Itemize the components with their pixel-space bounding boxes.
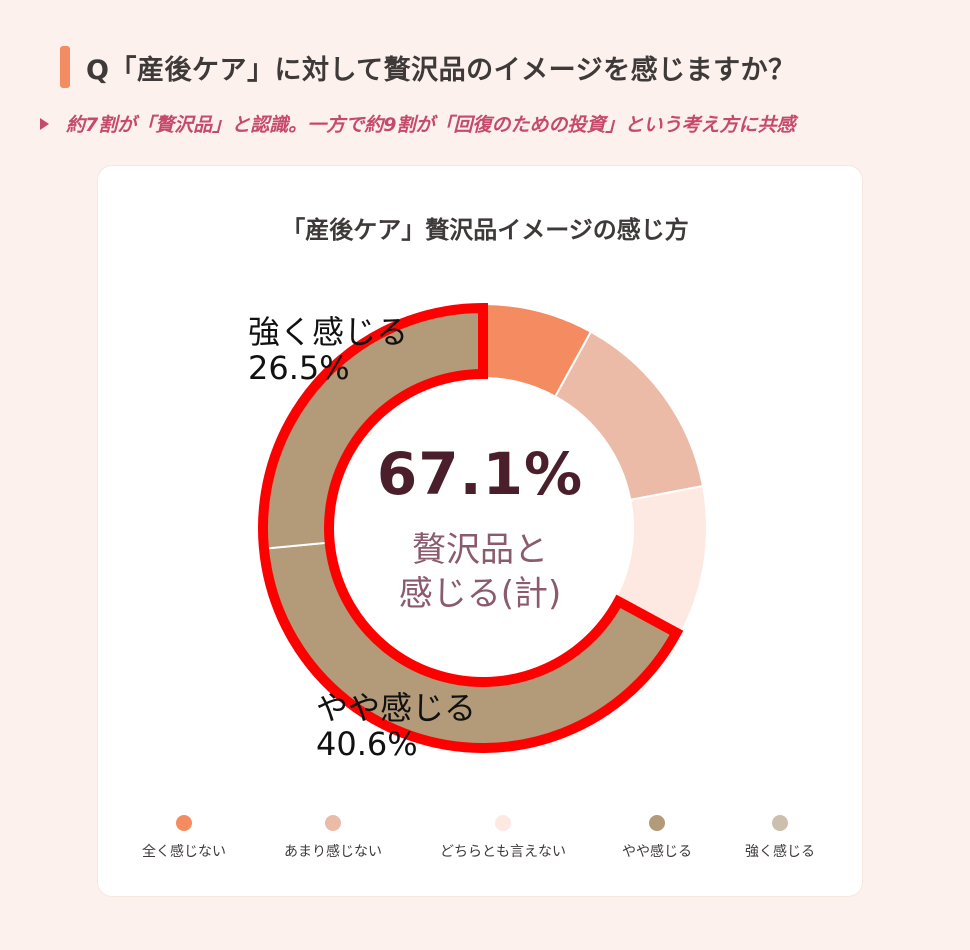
legend-item-somewhat: やや感じる — [587, 815, 727, 861]
legend-label: 全く感じない — [142, 844, 226, 860]
summary-subtitle: 約7割が「贅沢品」と認識。一方で約9割が「回復のための投資」という考え方に共感 — [66, 114, 796, 136]
center-label-line-2: 感じる(計) — [398, 574, 562, 614]
slice-label-strong-value: 26.5% — [248, 349, 350, 387]
slice-label-strong: 強く感じる 26.5% — [248, 314, 408, 386]
legend-label: 強く感じる — [745, 844, 815, 860]
center-label-line-1: 贅沢品と — [412, 530, 548, 570]
chart-title: 「産後ケア」贅沢品イメージの感じ方 — [281, 216, 689, 244]
legend-item-none: 全く感じない — [114, 815, 254, 861]
slice-label-strong-name: 強く感じる — [248, 313, 409, 351]
slice-label-somewhat: やや感じる 40.6% — [316, 690, 476, 762]
legend-item-strong: 強く感じる — [710, 815, 850, 861]
question-accent-bar — [60, 46, 70, 88]
center-total-value: 67.1% — [376, 440, 584, 508]
slice-label-somewhat-value: 40.6% — [316, 725, 418, 763]
slice-label-somewhat-name: やや感じる — [316, 689, 477, 727]
highlight-outline — [258, 302, 684, 753]
legend-item-not-much: あまり感じない — [263, 815, 403, 861]
legend-item-neutral: どちらとも言えない — [433, 815, 573, 861]
legend-dot — [495, 815, 511, 831]
question-title: Q「産後ケア」に対して贅沢品のイメージを感じますか？ — [86, 55, 796, 86]
legend-label: やや感じる — [622, 844, 692, 860]
legend-label: どちらとも言えない — [440, 844, 566, 860]
chart-card — [98, 166, 862, 896]
chart-legend: 全く感じない あまり感じない どちらとも言えない やや感じる 強く感じる — [98, 815, 862, 875]
center-total-label: 贅沢品と 感じる(計) — [330, 528, 630, 616]
legend-label: あまり感じない — [284, 844, 382, 860]
legend-dot — [325, 815, 341, 831]
legend-dot — [176, 815, 192, 831]
legend-dot — [649, 815, 665, 831]
triangle-bullet-icon — [40, 118, 49, 130]
legend-dot — [772, 815, 788, 831]
